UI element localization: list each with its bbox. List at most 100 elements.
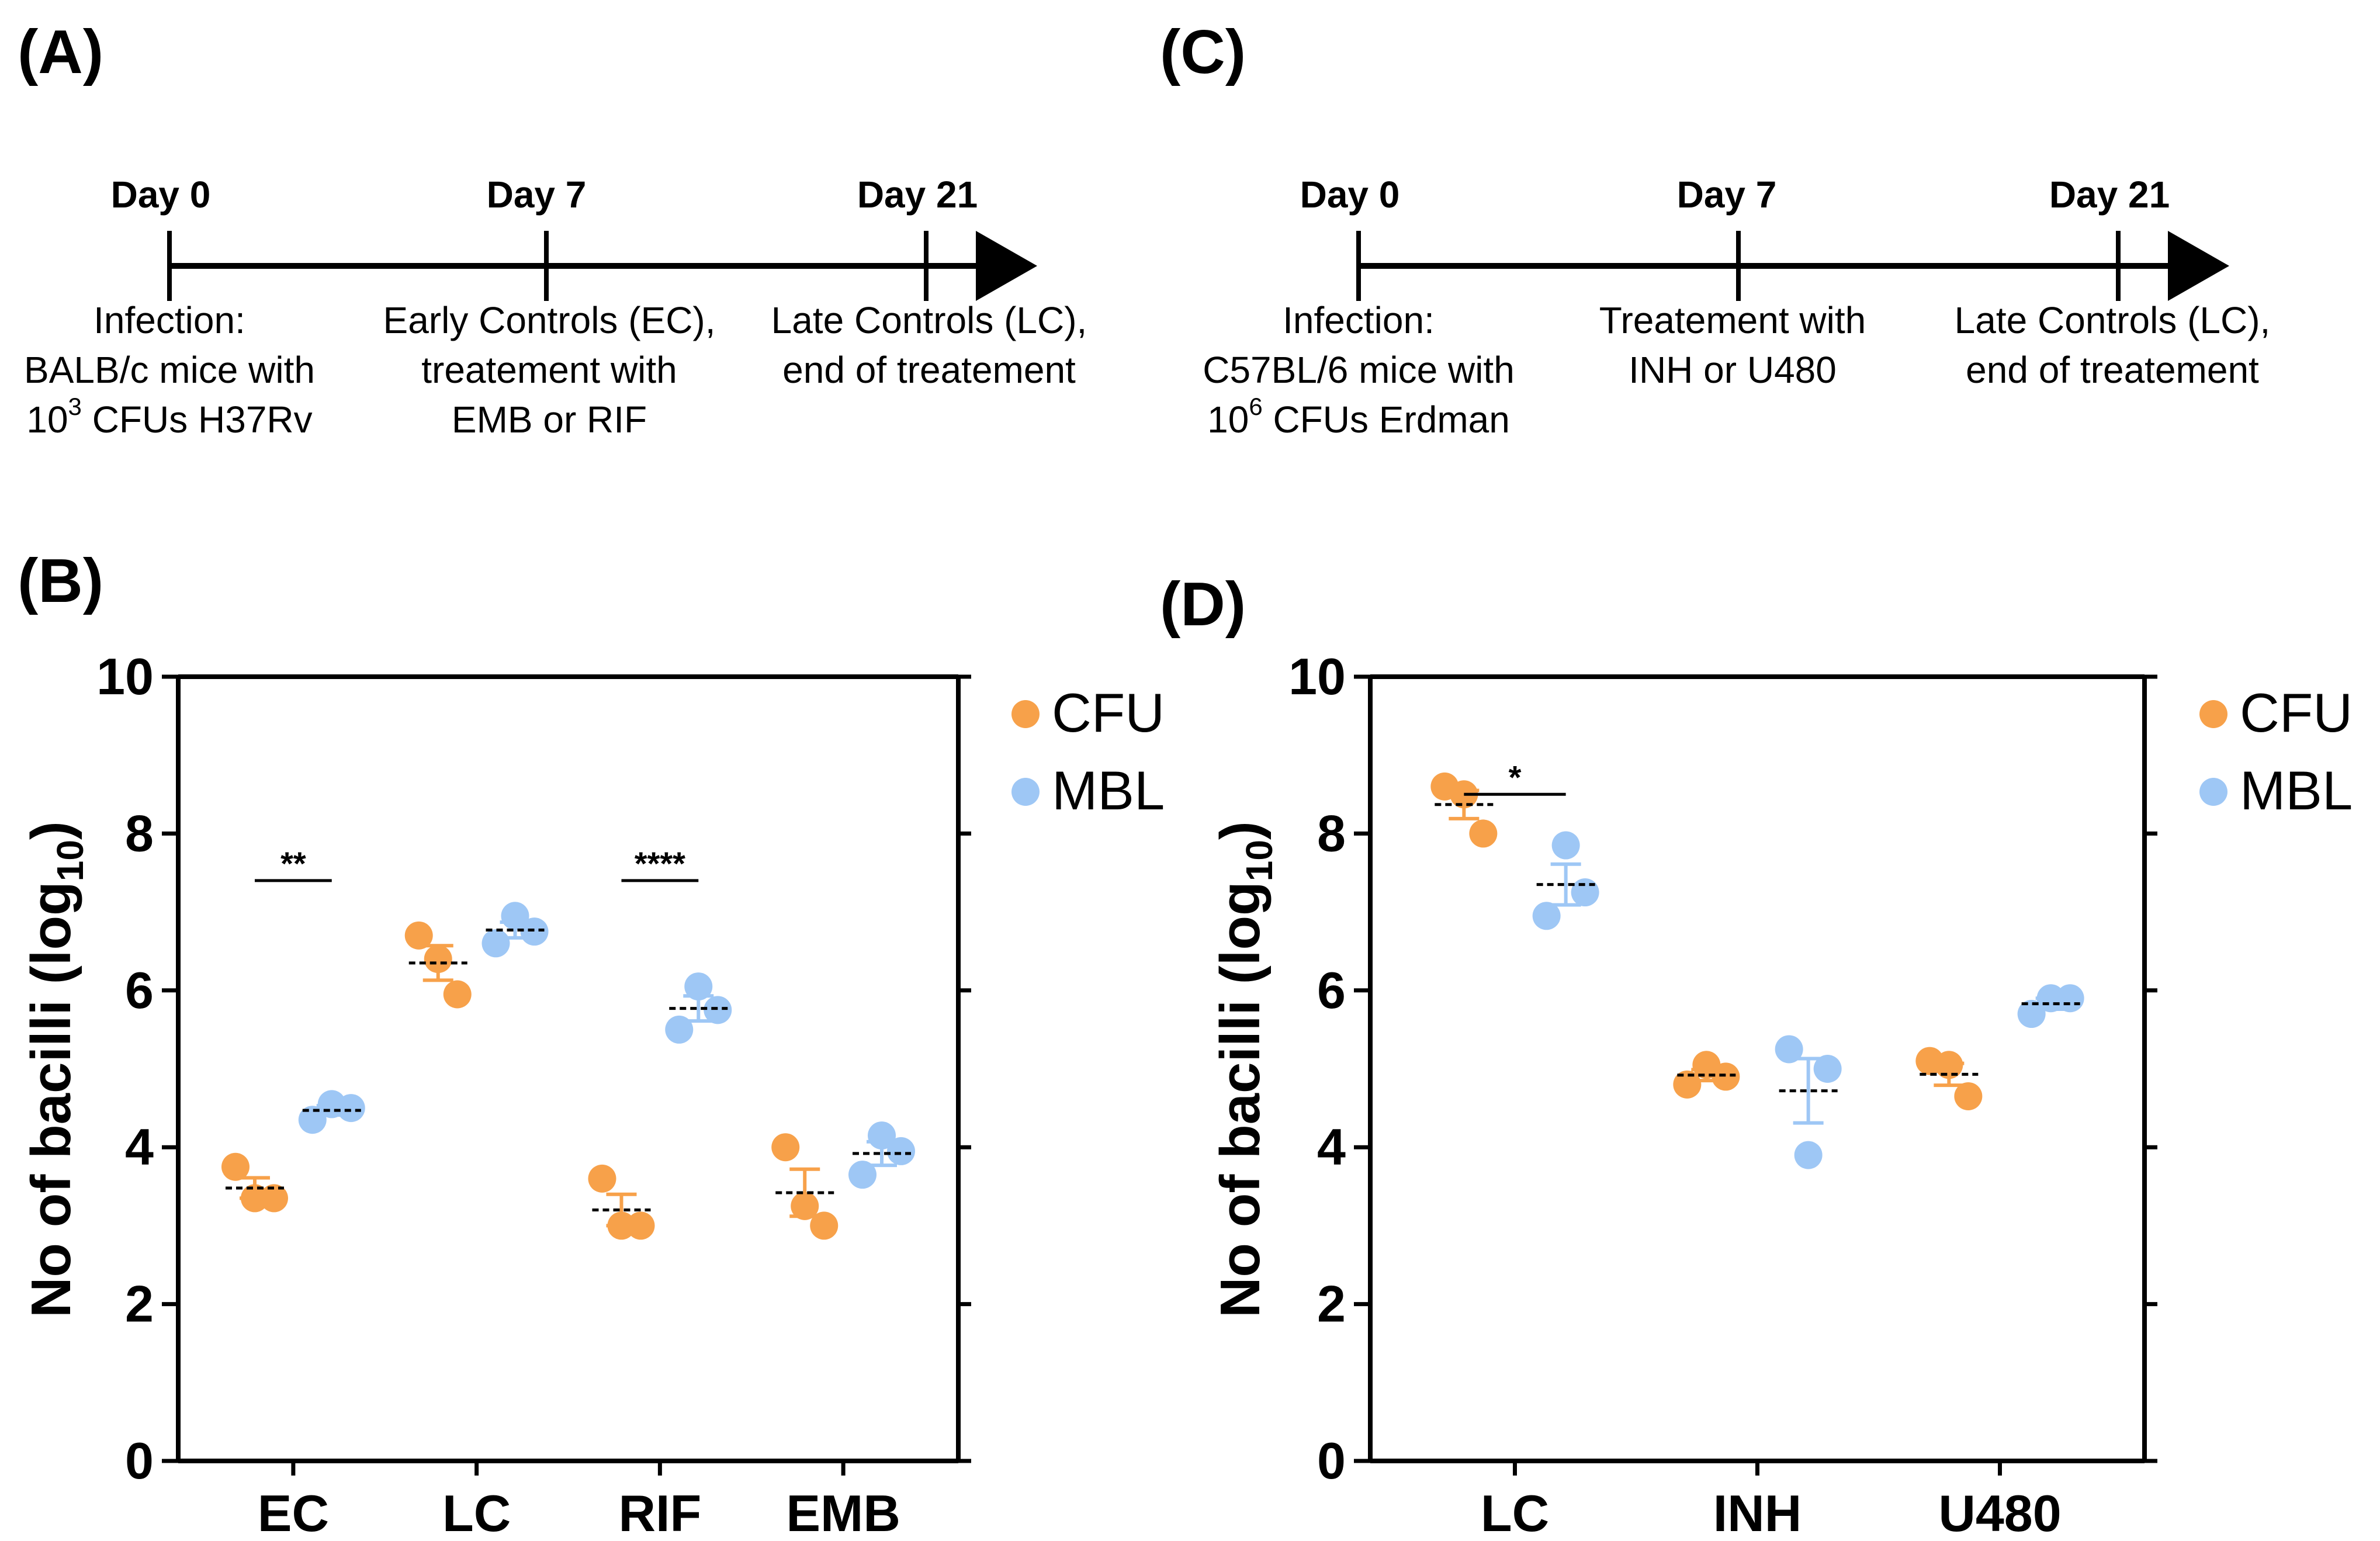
- mbl-point: [337, 1094, 365, 1123]
- timeline-a-day21-label: Day 21: [857, 174, 978, 216]
- y-tick-label-b: 4: [125, 1118, 154, 1176]
- timeline-c-arrowhead: [2168, 231, 2229, 301]
- timeline-a-caption-1-line1: Early Controls (EC),: [383, 299, 716, 341]
- timeline-a-day0-label: Day 0: [111, 174, 211, 216]
- timeline-c-day21-label: Day 21: [2049, 174, 2170, 216]
- significance-label: *: [1509, 759, 1522, 795]
- mbl-point: [2017, 1000, 2046, 1029]
- mbl-point: [1794, 1141, 1823, 1169]
- timeline-c-caption-0-line2: C57BL/6 mice with: [1203, 349, 1515, 391]
- y-tick-label-b: 2: [125, 1275, 154, 1333]
- timeline-c-caption-1-line2: INH or U480: [1629, 349, 1837, 391]
- timeline-c-caption-2-line1: Late Controls (LC),: [1955, 299, 2271, 341]
- x-tick-label-lc-d: LC: [1481, 1484, 1549, 1541]
- cfu-point: [259, 1184, 288, 1213]
- cfu-point: [443, 980, 472, 1009]
- legend-b: CFU MBL: [1011, 682, 1165, 821]
- y-tick-label-d: 8: [1317, 804, 1346, 862]
- significance-label: **: [280, 845, 306, 882]
- x-tick-label-ec-b: EC: [258, 1484, 329, 1541]
- legend-d-mbl-label: MBL: [2240, 760, 2353, 821]
- cfu-point: [404, 921, 433, 950]
- cfu-point: [810, 1211, 839, 1240]
- timeline-c-day7-label: Day 7: [1677, 174, 1777, 216]
- mbl-point: [2036, 984, 2065, 1013]
- mbl-point: [1813, 1055, 1842, 1083]
- cfu-point: [1673, 1070, 1702, 1099]
- y-tick-label-d: 0: [1317, 1432, 1346, 1490]
- y-tick-label-d: 2: [1317, 1275, 1346, 1333]
- x-tick-label-emb-b: EMB: [786, 1484, 900, 1541]
- significance-label: ****: [635, 845, 685, 882]
- cfu-point: [424, 945, 452, 974]
- x-tick-label-lc-b: LC: [442, 1484, 511, 1541]
- legend-b-cfu-marker: [1011, 700, 1040, 728]
- x-tick-label-rif-b: RIF: [618, 1484, 701, 1541]
- timeline-a-caption-1-line2: treatement with: [421, 349, 677, 391]
- cfu-point: [1954, 1082, 1983, 1110]
- y-tick-label-b: 6: [125, 961, 154, 1019]
- timeline-a-caption-1-line3: EMB or RIF: [452, 399, 647, 441]
- cfu-point: [771, 1133, 800, 1162]
- timeline-a-exp-rest: CFUs H37Rv: [82, 399, 313, 441]
- mbl-point: [1551, 831, 1580, 860]
- mbl-point: [520, 917, 549, 946]
- y-tick-label-d: 10: [1288, 647, 1346, 705]
- timeline-c-exp-base: 10: [1207, 399, 1249, 441]
- cfu-point: [607, 1211, 636, 1240]
- panel-label-c: (C): [1160, 18, 1246, 86]
- chart-b: 0 2 4 6 8 10 No of bacilli (log10) EC LC RIF EMB **…: [20, 647, 971, 1541]
- timeline-c-exp-power: 6: [1249, 393, 1262, 420]
- mbl-point: [887, 1137, 916, 1165]
- legend-d-cfu-marker: [2199, 700, 2227, 728]
- legend-b-mbl-label: MBL: [1052, 760, 1165, 821]
- y-tick-label-b: 10: [96, 647, 154, 705]
- timeline-a-exp-base: 10: [26, 399, 68, 441]
- timeline-a-caption-0-line1: Infection:: [93, 299, 245, 341]
- timeline-a-caption-0-line3: 103 CFUs H37Rv: [26, 393, 312, 441]
- cfu-point: [240, 1184, 269, 1213]
- chart-d: 0 2 4 6 8 10 No of bacilli (log10) LC INH U480 *: [1209, 647, 2157, 1541]
- mbl-point: [481, 929, 510, 958]
- mbl-point: [704, 996, 732, 1024]
- mbl-point: [2056, 984, 2084, 1013]
- y-tick-label-d: 6: [1317, 961, 1346, 1019]
- mbl-point: [1571, 878, 1599, 907]
- timeline-a-day7-label: Day 7: [487, 174, 587, 216]
- legend-d: CFU MBL: [2199, 682, 2353, 821]
- x-tick-label-u480-d: U480: [1938, 1484, 2061, 1541]
- timeline-c: Day 0 Day 7 Day 21 Infection: C57BL/6 mi…: [1203, 174, 2270, 441]
- panel-label-d: (D): [1160, 570, 1246, 639]
- timeline-c-exp-rest: CFUs Erdman: [1263, 399, 1510, 441]
- cfu-point: [221, 1152, 250, 1181]
- timeline-a-caption-2-line2: end of treatement: [782, 349, 1076, 391]
- y-tick-label-d: 4: [1317, 1118, 1346, 1176]
- x-tick-label-inh-d: INH: [1713, 1484, 1802, 1541]
- y-tick-label-b: 8: [125, 804, 154, 862]
- timeline-a-caption-0-line2: BALB/c mice with: [24, 349, 315, 391]
- timeline-a-exp-power: 3: [68, 393, 82, 420]
- timeline-c-day0-label: Day 0: [1300, 174, 1400, 216]
- legend-b-mbl-marker: [1011, 778, 1040, 806]
- cfu-point: [588, 1164, 616, 1193]
- mbl-point: [868, 1121, 896, 1150]
- cfu-point: [626, 1211, 655, 1240]
- legend-d-mbl-marker: [2199, 778, 2227, 806]
- mbl-point: [665, 1015, 694, 1044]
- timeline-a: Day 0 Day 7 Day 21 Infection: BALB/c mic…: [24, 174, 1087, 441]
- legend-d-cfu-label: CFU: [2240, 682, 2353, 743]
- timeline-c-caption-1-line1: Treatement with: [1599, 299, 1866, 341]
- timeline-a-arrowhead: [976, 231, 1037, 301]
- mbl-point: [298, 1106, 327, 1134]
- panel-label-b: (B): [18, 546, 103, 615]
- legend-b-cfu-label: CFU: [1052, 682, 1165, 743]
- timeline-a-caption-2-line1: Late Controls (LC),: [771, 299, 1087, 341]
- cfu-point: [1935, 1051, 1963, 1079]
- mbl-point: [1775, 1035, 1803, 1064]
- mbl-point: [848, 1161, 877, 1189]
- panel-label-a: (A): [18, 18, 103, 86]
- y-tick-label-b: 0: [125, 1432, 154, 1490]
- timeline-c-caption-2-line2: end of treatement: [1966, 349, 2259, 391]
- cfu-point: [1712, 1062, 1740, 1091]
